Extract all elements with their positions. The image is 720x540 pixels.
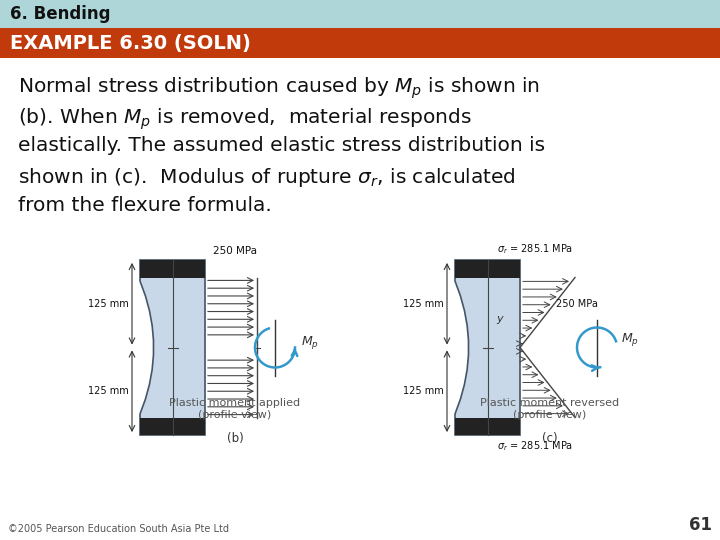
Text: (c): (c) <box>542 432 558 445</box>
Text: 125 mm: 125 mm <box>403 386 444 396</box>
Text: 61: 61 <box>689 516 712 534</box>
Text: ©2005 Pearson Education South Asia Pte Ltd: ©2005 Pearson Education South Asia Pte L… <box>8 524 229 534</box>
Polygon shape <box>455 260 520 435</box>
Text: elastically. The assumed elastic stress distribution is: elastically. The assumed elastic stress … <box>18 136 545 155</box>
Text: $\sigma_r$ = 285.1 MPa: $\sigma_r$ = 285.1 MPa <box>497 242 573 256</box>
Text: Plastic moment applied
(profile view): Plastic moment applied (profile view) <box>169 398 300 420</box>
Bar <box>140 260 205 278</box>
Text: (b): (b) <box>227 432 243 445</box>
Text: 125 mm: 125 mm <box>403 299 444 309</box>
Text: 125 mm: 125 mm <box>89 299 129 309</box>
Text: 6. Bending: 6. Bending <box>10 5 110 23</box>
Bar <box>455 260 520 278</box>
Bar <box>140 417 205 435</box>
Text: (b). When $M_p$ is removed,  material responds: (b). When $M_p$ is removed, material res… <box>18 106 472 132</box>
Polygon shape <box>140 260 205 435</box>
Text: Plastic moment reversed
(profile view): Plastic moment reversed (profile view) <box>480 398 620 420</box>
Text: $M_p$: $M_p$ <box>301 334 319 351</box>
Text: 250 MPa: 250 MPa <box>213 246 257 256</box>
Text: Normal stress distribution caused by $M_p$ is shown in: Normal stress distribution caused by $M_… <box>18 76 540 102</box>
Text: shown in (c).  Modulus of rupture $\sigma_r$, is calculated: shown in (c). Modulus of rupture $\sigma… <box>18 166 516 189</box>
Text: $\sigma_r$ = 285.1 MPa: $\sigma_r$ = 285.1 MPa <box>497 439 573 453</box>
Bar <box>0 28 720 58</box>
Bar <box>455 417 520 435</box>
Text: from the flexure formula.: from the flexure formula. <box>18 196 271 215</box>
Bar <box>0 0 720 28</box>
Text: $M_p$: $M_p$ <box>621 331 639 348</box>
Text: EXAMPLE 6.30 (SOLN): EXAMPLE 6.30 (SOLN) <box>10 33 251 52</box>
Text: 125 mm: 125 mm <box>89 386 129 396</box>
Text: y: y <box>497 314 503 325</box>
Text: 250 MPa: 250 MPa <box>556 299 598 309</box>
